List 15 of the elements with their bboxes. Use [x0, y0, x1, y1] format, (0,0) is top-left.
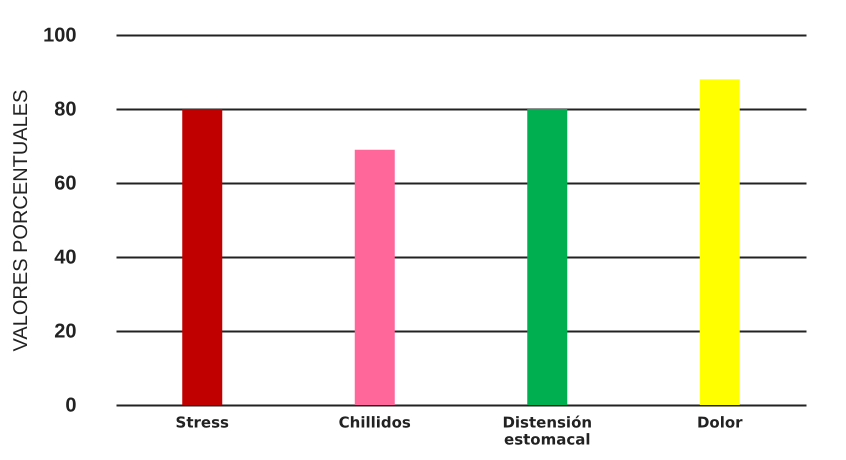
bar — [700, 79, 740, 405]
x-tick-label: Distensión estomacal — [502, 414, 592, 448]
y-tick-label: 80 — [54, 98, 76, 120]
bar — [182, 109, 222, 405]
y-axis-title: VALORES PORCENTUALES — [10, 90, 32, 352]
bar — [527, 109, 568, 405]
y-tick-label: 100 — [43, 24, 76, 46]
x-tick-label: Chillidos — [338, 414, 411, 432]
y-tick-label: 0 — [65, 394, 76, 416]
y-tick-label: 60 — [54, 172, 76, 194]
bar — [354, 150, 395, 405]
y-tick-label: 20 — [54, 320, 76, 342]
y-tick-label: 40 — [54, 246, 76, 268]
x-tick-label: Stress — [176, 414, 230, 432]
x-tick-label: Dolor — [696, 414, 744, 432]
